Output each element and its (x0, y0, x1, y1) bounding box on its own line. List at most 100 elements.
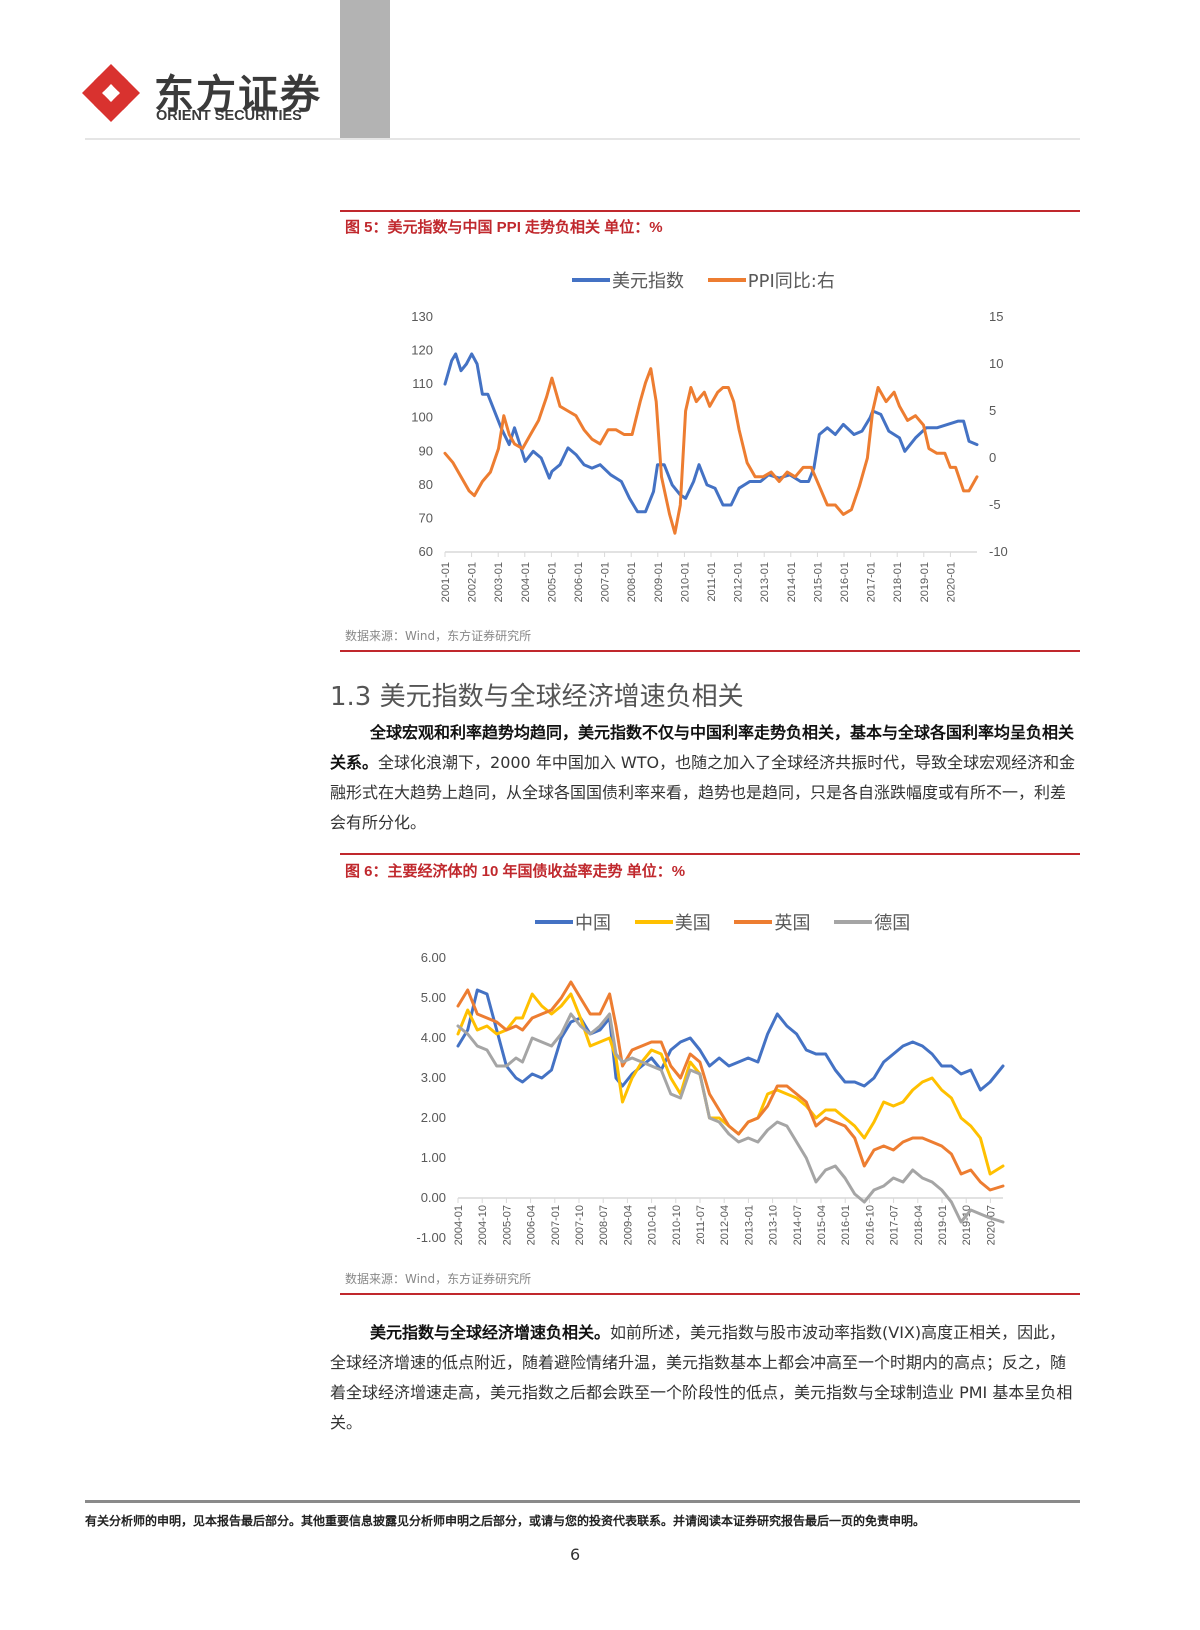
x-axis-tick: 2004-01 (520, 562, 532, 602)
y-axis-tick: 4.00 (421, 1030, 446, 1045)
y-axis-tick: 90 (419, 443, 433, 458)
x-axis-tick: 2013-01 (759, 562, 771, 602)
series-line (456, 1012, 1005, 1224)
legend-item-uk: 英国 (734, 909, 810, 935)
legend-label: PPI同比:右 (747, 271, 835, 292)
footer-disclaimer: 有关分析师的申明，见本报告最后部分。其他重要信息披露见分析师申明之后部分，或请与… (85, 1514, 926, 1528)
figure6-source: 数据来源：Wind，东方证券研究所 (345, 1272, 532, 1286)
x-axis-tick: 2016-10 (864, 1205, 876, 1245)
figure6-top-rule (340, 853, 1080, 855)
x-axis-tick: 2012-01 (733, 562, 745, 602)
closing-paragraph: 美元指数与全球经济增速负相关。如前所述，美元指数与股市波动率指数(VIX)高度正… (330, 1318, 1078, 1438)
y-axis-tick: 120 (411, 343, 433, 358)
y-axis-tick: 100 (411, 410, 433, 425)
x-axis-tick: 2007-10 (574, 1205, 586, 1245)
x-axis-tick: 2006-04 (526, 1205, 538, 1245)
y-axis-tick: 3.00 (421, 1070, 446, 1085)
legend-swatch-yellow (634, 920, 673, 924)
section-heading: 1.3 美元指数与全球经济增速负相关 (330, 682, 744, 712)
logo-english-name: ORIENT SECURITIES (156, 108, 302, 124)
company-logo: 东方证券 ORIENT SECURITIES (80, 60, 340, 130)
x-axis-tick: 2015-04 (816, 1205, 828, 1245)
x-axis-tick: 2004-01 (453, 1205, 465, 1245)
x-axis-tick: 2008-01 (626, 562, 638, 602)
x-axis-tick: 2012-04 (719, 1205, 731, 1245)
y2-axis-tick: -10 (989, 544, 1008, 559)
series-line (456, 980, 1005, 1192)
y-axis-tick: 70 (419, 510, 433, 525)
x-axis-tick: 2017-07 (889, 1205, 901, 1245)
y-axis-tick: 130 (411, 309, 433, 324)
figure6-bottom-rule (340, 1293, 1080, 1295)
y-axis-tick: -1.00 (416, 1230, 446, 1245)
legend-item-usd-index: 美元指数 (572, 267, 684, 293)
x-axis-tick: 2019-10 (961, 1205, 973, 1245)
x-axis-tick: 2009-04 (622, 1205, 634, 1245)
figure5-title: 图 5：美元指数与中国 PPI 走势负相关 单位：% (345, 219, 663, 236)
x-axis-tick: 2020-07 (985, 1205, 997, 1245)
y2-axis-tick: 5 (989, 403, 996, 418)
y2-axis-tick: 15 (989, 309, 1003, 324)
legend-item-ppi: PPI同比:右 (707, 267, 835, 293)
y-axis-tick: 5.00 (421, 990, 446, 1005)
section-paragraph: 全球宏观和利率趋势均趋同，美元指数不仅与中国利率走势负相关，基本与全球各国利率均… (330, 718, 1078, 838)
figure5-source: 数据来源：Wind，东方证券研究所 (345, 629, 532, 643)
x-axis-tick: 2011-07 (695, 1205, 707, 1245)
x-axis-tick: 2014-07 (792, 1205, 804, 1245)
x-axis-tick: 2015-01 (812, 562, 824, 602)
y-axis-tick: 110 (412, 376, 433, 391)
x-axis-tick: 2008-07 (598, 1205, 610, 1245)
legend-swatch-orange (707, 278, 746, 282)
paragraph-lead-bold: 全球宏观和利率趋势均趋同，美元指数不仅与中国利率走势负相关，基本与全球各国利率均… (330, 723, 1075, 772)
x-axis-tick: 2010-01 (679, 562, 691, 602)
logo-chinese-name: 东方证券 (154, 72, 322, 118)
x-axis-tick: 2001-01 (440, 562, 452, 602)
x-axis-tick: 2005-07 (501, 1205, 513, 1245)
figure6-legend: 中国 美国 英国 德国 (535, 908, 928, 935)
x-axis-tick: 2016-01 (840, 1205, 852, 1245)
x-axis-tick: 2018-01 (892, 562, 904, 602)
paragraph-body: 如前所述，美元指数与股市波动率指数(VIX)高度正相关，因此，全球经济增速的低点… (330, 1323, 1073, 1432)
figure6-title: 图 6：主要经济体的 10 年国债收益率走势 单位：% (345, 863, 686, 880)
x-axis-tick: 2018-04 (913, 1205, 925, 1245)
figure5-legend: 美元指数 PPI同比:右 (572, 266, 853, 293)
x-axis-tick: 2013-01 (743, 1205, 755, 1245)
x-axis-tick: 2010-01 (647, 1205, 659, 1245)
series-line (456, 988, 1005, 1092)
x-axis-tick: 2019-01 (919, 562, 931, 602)
x-axis-tick: 2009-01 (653, 562, 665, 602)
x-axis-tick: 2017-01 (866, 562, 878, 602)
y-axis-tick: 6.00 (421, 950, 446, 965)
x-axis-tick: 2004-10 (477, 1205, 489, 1245)
x-axis-tick: 2014-01 (786, 562, 798, 602)
x-axis-tick: 2007-01 (600, 562, 612, 602)
x-axis-tick: 2013-10 (768, 1205, 780, 1245)
legend-label: 英国 (774, 913, 811, 934)
header-divider (85, 138, 1080, 140)
series-line (443, 367, 979, 535)
figure6-chart: -1.00 0.00 1.00 2.00 3.00 4.00 5.00 6.00 2004-01… (416, 950, 1005, 1245)
series-line (456, 992, 1005, 1176)
legend-swatch-orange (734, 920, 773, 924)
y-axis-tick: 60 (419, 544, 433, 559)
legend-item-usa: 美国 (634, 909, 711, 935)
paragraph-lead-bold: 美元指数与全球经济增速负相关。 (370, 1323, 611, 1342)
series-line (443, 352, 979, 514)
x-axis-tick: 2010-10 (671, 1205, 683, 1245)
x-axis-tick: 2003-01 (493, 562, 505, 602)
y-axis-tick: 0.00 (421, 1190, 446, 1205)
legend-item-china: 中国 (535, 909, 611, 935)
x-axis-tick: 2020-01 (945, 562, 957, 602)
footer-divider (85, 1500, 1080, 1503)
legend-swatch-grey (834, 920, 873, 924)
x-axis-tick: 2019-01 (937, 1205, 949, 1245)
header-grey-block (340, 0, 390, 138)
y2-axis-tick: 0 (989, 450, 996, 465)
orient-logo-icon (82, 64, 140, 122)
page-number: 6 (570, 1545, 581, 1564)
figure5-top-rule (340, 210, 1080, 212)
y2-axis-tick: 10 (989, 356, 1003, 371)
legend-label: 中国 (575, 913, 611, 934)
legend-swatch-blue (572, 278, 610, 282)
legend-label: 美元指数 (612, 271, 684, 292)
